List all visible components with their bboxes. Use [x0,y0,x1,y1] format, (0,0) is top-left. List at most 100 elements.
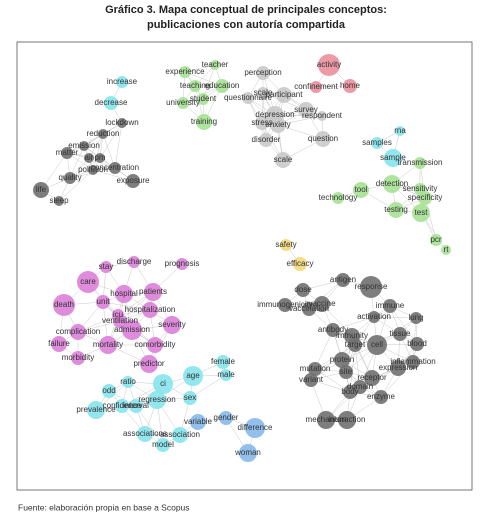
node [109,162,121,174]
node [220,369,232,381]
node [99,336,117,354]
node [293,257,307,271]
node-label: female [211,357,236,366]
edge [135,405,164,446]
node-label: participant [266,90,304,99]
node [179,66,191,78]
node [189,80,201,92]
node-label: samples [362,138,392,147]
node-label: pm [94,153,105,162]
node [412,204,430,222]
node-label: interaction [329,415,366,424]
node-label: survey [294,105,318,114]
node [148,391,166,409]
node-label: difference [238,423,274,432]
node [84,153,94,163]
node-label: anxiety [265,120,290,129]
node-label: experience [165,67,205,76]
node-label: education [205,81,240,90]
node [280,239,292,251]
node [245,418,265,438]
node [183,391,197,405]
node-label: immune [376,301,405,310]
node [87,401,105,419]
node-label: associations [123,429,167,438]
node-label: gender [214,413,239,422]
node-label: protein [330,355,354,364]
node [100,261,112,273]
node-label: domain [347,382,373,391]
node-label: quality [58,173,81,182]
node-label: sex [184,393,196,402]
node [418,191,432,205]
node [128,256,140,268]
node [210,60,220,70]
node-label: detection [376,179,408,188]
node [388,202,404,218]
node [336,273,350,287]
node-label: concentration [91,163,139,172]
node [334,352,350,368]
node-label: variant [299,375,324,384]
node [176,258,188,270]
node-label: questionnaire [224,93,273,102]
node [296,283,310,297]
node [122,376,134,388]
node [117,118,127,128]
edge [102,133,116,169]
node [129,399,143,413]
node-label: ci [160,379,166,388]
node [122,320,142,340]
edge [314,329,334,370]
node [102,384,116,398]
node-label: test [415,208,429,217]
node [147,337,163,353]
edge [114,122,123,169]
node [183,366,203,386]
node [384,149,402,167]
node-label: regression [138,395,175,404]
node-label: safety [275,240,296,249]
node-label: variable [184,417,213,426]
node-label: model [152,440,174,449]
node [255,116,269,130]
node-label: rt [444,245,450,254]
node-label: reduction [87,129,120,138]
node-label: male [217,370,235,379]
node [197,93,209,105]
node [304,373,318,387]
node-label: death [54,300,74,309]
node [156,438,170,452]
node [302,302,316,316]
node-label: activation [357,312,391,321]
node-label: body [341,387,358,396]
node-label: prognosis [165,259,200,268]
node [216,355,230,369]
node-label: transmission [398,158,443,167]
edge [424,197,437,241]
node [77,271,99,293]
node-label: pollution [78,165,108,174]
node [276,87,292,103]
node-label: scale [254,88,273,97]
node [371,137,383,149]
node [88,165,98,175]
node-label: exposure [117,176,150,185]
node [383,299,397,313]
node-label: blood [407,339,427,348]
node-label: icu [113,310,123,319]
node [441,245,451,255]
node [308,362,322,376]
node-label: home [340,81,361,90]
node [353,182,369,198]
node-label: decrease [95,98,128,107]
edge [58,169,94,202]
labels: increase decrease lockdown reduction emissio… [36,60,449,457]
node [368,311,380,323]
node-label: inflammation [390,357,435,366]
edge [189,374,227,399]
node [406,355,420,369]
node-label: pcr [430,235,441,244]
node-label: association [160,430,200,439]
